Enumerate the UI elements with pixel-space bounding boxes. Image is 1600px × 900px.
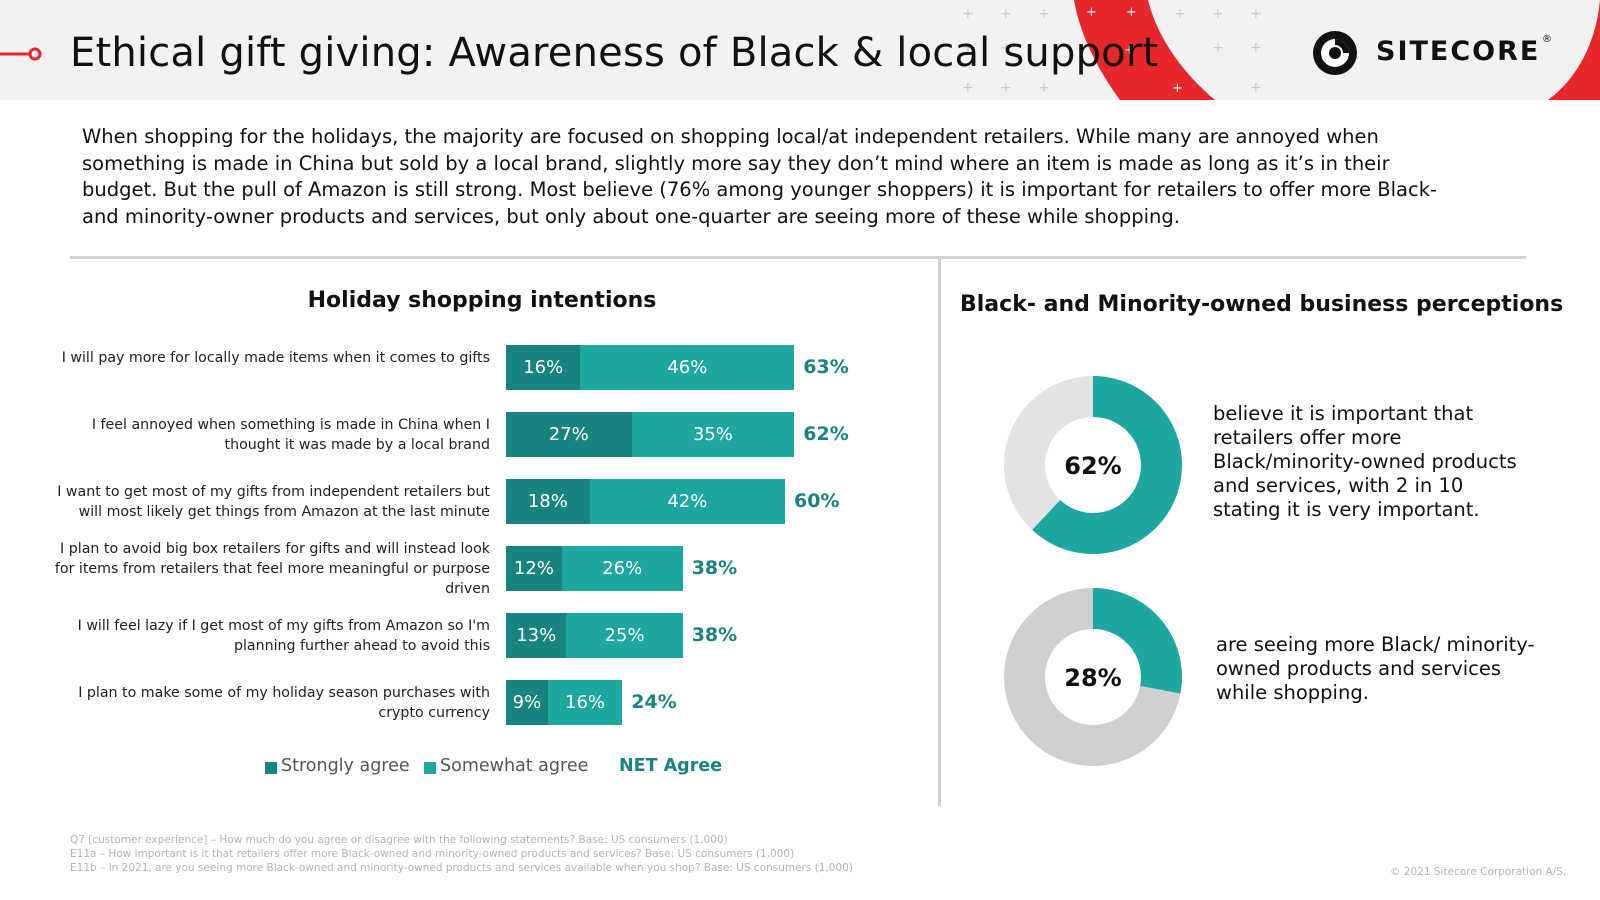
donut-slice-value <box>1032 376 1182 554</box>
svg-text:+: + <box>962 6 974 22</box>
svg-text:+: + <box>1172 81 1183 96</box>
bar-somewhat-agree <box>631 412 795 457</box>
source-note: Q7 [customer experience] – How much do y… <box>70 834 728 846</box>
svg-text:+: + <box>962 40 974 56</box>
legend-label-strong: Strongly agree <box>281 756 410 776</box>
donut-seeing-center-label: 28% <box>1064 664 1121 692</box>
bar-somewhat-agree <box>589 479 785 524</box>
legend-label-net: NET Agree <box>619 756 723 776</box>
svg-text:+: + <box>1250 6 1262 22</box>
bar-somewhat-agree <box>561 546 683 591</box>
bar-chart-title: Holiday shopping intentions <box>307 288 657 313</box>
red-arc-left <box>1074 0 1215 100</box>
legend-swatch-strong <box>265 762 277 774</box>
horizontal-divider <box>70 256 1526 259</box>
svg-text:+: + <box>1250 40 1262 56</box>
bar-label-strongly-agree: 18% <box>527 491 568 512</box>
bar-somewhat-agree <box>547 680 623 725</box>
category-label: I plan to make some of my holiday season… <box>78 684 490 721</box>
bar-label-somewhat-agree: 26% <box>602 558 643 579</box>
bar-label-net-agree: 63% <box>803 356 849 378</box>
bar-label-strongly-agree: 16% <box>523 357 564 378</box>
bar-strongly-agree <box>506 680 548 725</box>
svg-text:+: + <box>1124 43 1135 58</box>
sitecore-logo: SITECORE ® <box>1310 26 1552 82</box>
donut-slice-remainder <box>1004 588 1181 766</box>
legend-swatch-some <box>424 762 436 774</box>
legend-label-some: Somewhat agree <box>440 756 589 776</box>
bar-somewhat-agree <box>566 613 683 658</box>
bar-strongly-agree <box>506 546 562 591</box>
sitecore-logo-icon <box>1313 31 1357 75</box>
category-label: I will feel lazy if I get most of my gif… <box>77 617 490 654</box>
svg-text:+: + <box>962 80 974 96</box>
bar-label-strongly-agree: 27% <box>548 424 589 445</box>
bar-label-strongly-agree: 13% <box>516 625 557 646</box>
source-notes: Q7 [customer experience] – How much do y… <box>70 833 853 875</box>
page-title: Ethical gift giving: Awareness of Black … <box>70 30 1159 76</box>
svg-text:+: + <box>1212 40 1224 56</box>
brand-name: SITECORE <box>1376 36 1541 67</box>
donut-seeing-description: are seeing more Black/ minority-owned pr… <box>1216 633 1535 704</box>
bar-label-net-agree: 38% <box>691 557 738 579</box>
intro-paragraph: When shopping for the holidays, the majo… <box>82 125 1438 228</box>
bar-label-somewhat-agree: 35% <box>692 424 733 445</box>
svg-text:+: + <box>1126 5 1137 20</box>
svg-text:+: + <box>1038 80 1050 96</box>
registered-mark: ® <box>1542 34 1552 45</box>
svg-text:+: + <box>1086 5 1097 20</box>
header-banner: + + + + + + + + + + + + + + + + + + Ethical gift giv… <box>0 0 1600 100</box>
bar-label-net-agree: 62% <box>803 423 849 445</box>
source-note: E11a – How important is it that retailer… <box>70 848 795 860</box>
source-note: E11b – In 2021, are you seeing more Blac… <box>70 862 853 874</box>
donut-important-segments <box>1004 376 1182 554</box>
category-label: I want to get most of my gifts from inde… <box>57 483 490 520</box>
header-decoration: + + + + + + + + + + + + + + + + + + <box>0 0 1600 100</box>
perceptions-title: Black- and Minority-owned business perce… <box>960 292 1564 317</box>
category-label: I plan to avoid big box retailers for gi… <box>54 540 490 597</box>
donut-slice-remainder <box>1004 376 1093 530</box>
donut-seeing: 28% <box>1004 588 1182 766</box>
bar-strongly-agree <box>506 479 590 524</box>
bar-label-somewhat-agree: 16% <box>565 692 606 713</box>
bar-label-strongly-agree: 12% <box>513 558 554 579</box>
bar-strongly-agree <box>506 613 567 658</box>
donut-seeing-segments <box>1004 588 1182 766</box>
bar-label-strongly-agree: 9% <box>512 692 542 713</box>
svg-text:+: + <box>1212 6 1224 22</box>
donut-important-center-label: 62% <box>1064 452 1121 480</box>
accent-dot <box>28 47 42 61</box>
bar-strongly-agree <box>506 345 581 390</box>
donut-slice-value <box>1093 588 1182 694</box>
red-arc-right <box>1548 0 1600 100</box>
svg-text:+: + <box>1174 6 1186 22</box>
svg-text:+: + <box>1000 40 1012 56</box>
vertical-divider <box>938 258 941 806</box>
bar-label-somewhat-agree: 25% <box>604 625 645 646</box>
category-label: I feel annoyed when something is made in… <box>91 416 490 453</box>
bar-strongly-agree <box>506 412 632 457</box>
bar-label-somewhat-agree: 42% <box>667 491 708 512</box>
bar-label-net-agree: 24% <box>631 691 677 713</box>
svg-text:+: + <box>1038 6 1050 22</box>
copyright: © 2021 Sitecore Corporation A/S. <box>1390 866 1567 878</box>
svg-text:+: + <box>1000 6 1012 22</box>
svg-text:+: + <box>1250 80 1262 96</box>
bar-label-net-agree: 60% <box>794 490 840 512</box>
bar-label-net-agree: 38% <box>691 624 738 646</box>
bar-label-somewhat-agree: 46% <box>667 357 708 378</box>
bar-somewhat-agree <box>580 345 795 390</box>
donut-important-description: believe it is important that retailers o… <box>1213 402 1517 521</box>
category-label: I will pay more for locally made items w… <box>61 349 490 366</box>
svg-text:+: + <box>1000 80 1012 96</box>
plus-pattern: + + + + + + + + + + + + + + <box>962 6 1262 96</box>
donut-important: 62% <box>1004 376 1182 554</box>
white-plus-on-red: + + + + <box>1086 5 1183 96</box>
